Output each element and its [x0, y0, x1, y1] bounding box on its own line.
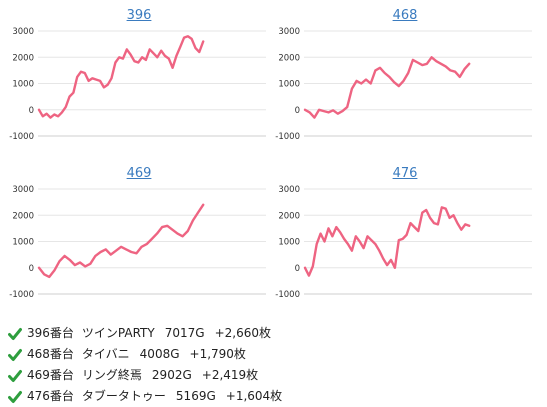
game-count: 5169G: [175, 389, 216, 403]
y-tick-label: 3000: [278, 27, 300, 37]
chart-plot: 3000 2000 1000 0 -1000: [9, 185, 266, 300]
check-icon: [8, 327, 22, 340]
machine-name: タブータトゥー: [81, 389, 166, 403]
y-tick-label: -1000: [9, 132, 34, 142]
chart-title[interactable]: 468: [392, 8, 418, 23]
series-line: [303, 56, 471, 119]
machine-number: 468番台: [27, 347, 74, 361]
y-tick-label: 0: [295, 264, 300, 274]
chart-plot: 3000 2000 1000 0 -1000: [275, 27, 532, 142]
list-item: 469番台 リング終焉 2902G +2,419枚: [8, 365, 282, 386]
y-tick-label: 1000: [12, 80, 34, 90]
y-tick-label: 1000: [278, 238, 300, 248]
check-icon: [8, 369, 22, 382]
chart-title[interactable]: 469: [126, 166, 152, 181]
chart-title[interactable]: 396: [126, 8, 152, 23]
chart-plot: 3000 2000 1000 0 -1000: [9, 27, 266, 142]
y-tick-label: -1000: [275, 132, 300, 142]
machine-number: 396番台: [27, 326, 74, 340]
chart-468: 468 3000 2000 1000 0 -1000: [270, 8, 540, 158]
series-line: [37, 203, 205, 279]
game-count: 7017G: [164, 326, 205, 340]
game-count: 2902G: [151, 368, 192, 382]
y-tick-label: 1000: [12, 238, 34, 248]
y-tick-label: 0: [29, 106, 34, 116]
machine-name: ツインPARTY: [81, 326, 155, 340]
list-item: 396番台 ツインPARTY 7017G +2,660枚: [8, 323, 282, 344]
y-tick-label: 2000: [12, 53, 34, 63]
check-icon: [8, 390, 22, 403]
y-tick-label: -1000: [9, 290, 34, 300]
y-tick-label: 0: [29, 264, 34, 274]
chart-476: 476 3000 2000 1000 0 -1000: [270, 166, 540, 316]
y-tick-label: 3000: [12, 185, 34, 195]
y-tick-label: 1000: [278, 80, 300, 90]
game-count: 4008G: [139, 347, 180, 361]
coin-diff: +2,660枚: [214, 326, 271, 340]
chart-plot: 3000 2000 1000 0 -1000: [275, 185, 532, 300]
series-line: [37, 35, 205, 119]
chart-title[interactable]: 476: [392, 166, 418, 181]
y-tick-label: 2000: [278, 53, 300, 63]
chart-396: 396 3000 2000 1000 0 -1000: [4, 8, 274, 158]
y-tick-label: 2000: [278, 211, 300, 221]
series-line: [303, 206, 471, 277]
y-tick-label: 3000: [278, 185, 300, 195]
chart-469: 469 3000 2000 1000 0 -1000: [4, 166, 274, 316]
check-icon: [8, 348, 22, 361]
y-tick-label: -1000: [275, 290, 300, 300]
list-item: 468番台 タイバニ 4008G +1,790枚: [8, 344, 282, 365]
machine-number: 476番台: [27, 389, 74, 403]
y-tick-label: 0: [295, 106, 300, 116]
y-tick-label: 2000: [12, 211, 34, 221]
coin-diff: +2,419枚: [201, 368, 259, 382]
machine-name: リング終焉: [81, 368, 142, 382]
coin-diff: +1,604枚: [225, 389, 283, 403]
list-item: 476番台 タブータトゥー 5169G +1,604枚: [8, 386, 282, 407]
machine-name: タイバニ: [81, 347, 130, 361]
machine-number: 469番台: [27, 368, 74, 382]
coin-diff: +1,790枚: [189, 347, 246, 361]
summary-list: 396番台 ツインPARTY 7017G +2,660枚 468番台 タイバニ …: [8, 323, 282, 407]
y-tick-label: 3000: [12, 27, 34, 37]
